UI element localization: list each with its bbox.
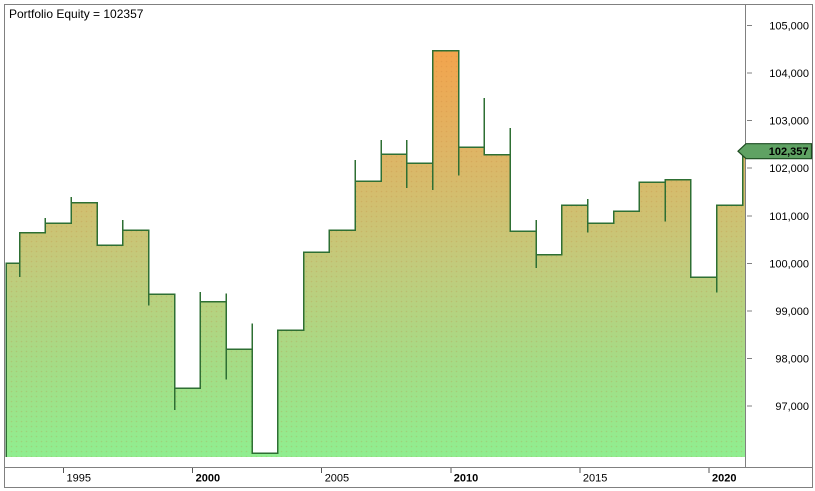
y-tick-label-103000: 103,000: [769, 116, 809, 128]
equity-area-dither: [6, 50, 745, 457]
y-tick-label-97000: 97,000: [775, 401, 809, 413]
y-tick-label-104000: 104,000: [769, 68, 809, 80]
last-value-marker: [737, 143, 813, 160]
x-tick-label-1995: 1995: [67, 473, 91, 485]
x-tick-label-2015: 2015: [583, 473, 607, 485]
y-tick-label-99000: 99,000: [775, 306, 809, 318]
y-tick-label-100000: 100,000: [769, 258, 809, 270]
y-tick-label-101000: 101,000: [769, 211, 809, 223]
x-tick-label-2020: 2020: [712, 473, 736, 485]
equity-step-outline: [5, 49, 745, 457]
chart-title-label: Portfolio Equity = 102357: [9, 7, 144, 21]
y-tick-label-105000: 105,000: [769, 20, 809, 32]
last-value-marker-label: 102,357: [769, 146, 809, 158]
x-tick-label-2000: 2000: [196, 473, 220, 485]
x-tick-label-2005: 2005: [325, 473, 349, 485]
y-tick-label-98000: 98,000: [775, 354, 809, 366]
x-tick-label-2010: 2010: [454, 473, 478, 485]
outer-border: [4, 4, 813, 488]
y-tick-label-102000: 102,000: [769, 163, 809, 175]
